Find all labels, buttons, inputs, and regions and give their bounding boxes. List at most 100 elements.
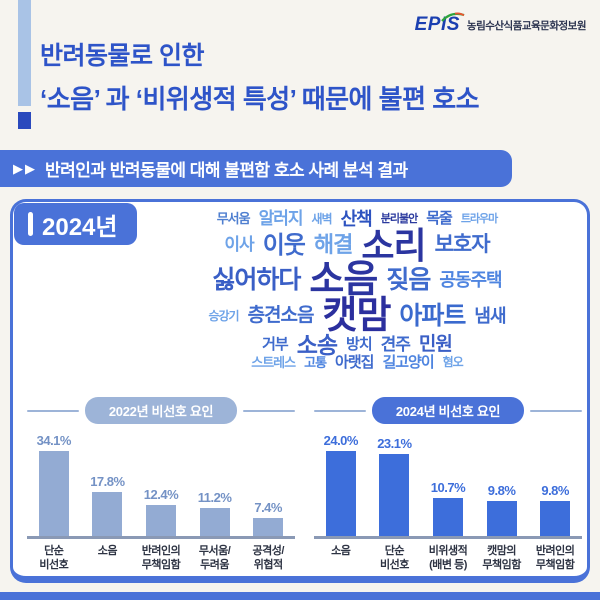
wordcloud-word: 층견소음 bbox=[247, 305, 315, 327]
category-label: 소음 bbox=[97, 545, 118, 557]
chart-2024-title-pill: 2024년 비선호 요인 bbox=[371, 397, 525, 424]
chart-2022-title: 2022년 비선호 요인 bbox=[108, 404, 214, 419]
bar-value-label: 9.8% bbox=[541, 483, 569, 498]
bar bbox=[540, 501, 571, 536]
category-label: 반려인의 무책임함 bbox=[141, 545, 181, 572]
wordcloud-word: 소리 bbox=[361, 224, 426, 266]
chart-2024-title: 2024년 비선호 요인 bbox=[395, 404, 501, 419]
bar-value-label: 9.8% bbox=[487, 483, 516, 498]
wordcloud-word: 알러지 bbox=[258, 209, 304, 229]
chart-2024-header-line-right bbox=[530, 409, 582, 412]
wordcloud-row-3: 싫어하다 소음 짖음 공동주택 bbox=[128, 261, 586, 299]
wordcloud-row-2: 이사 이웃 해결 소리 보호자 bbox=[128, 224, 586, 266]
banner-arrows-icon: ▶▶ bbox=[13, 160, 37, 176]
wordcloud-word: 승강기 bbox=[208, 308, 239, 323]
exclamation-dot-accent bbox=[18, 112, 31, 129]
bar-cell: 12.4% bbox=[134, 487, 188, 536]
chart-2022-title-pill: 2022년 비선호 요인 bbox=[84, 397, 238, 424]
bar-cell: 7.4% bbox=[241, 500, 295, 536]
wordcloud-row-4: 승강기 층견소음 캣맘 아파트 냄새 bbox=[128, 295, 586, 338]
chart-2024-bars-area: 24.0% 23.1% 10.7% 9.8% 9.8% bbox=[314, 426, 582, 539]
bar bbox=[432, 498, 463, 536]
wordcloud-word: 고통 bbox=[304, 354, 327, 370]
wordcloud-word: 공동주택 bbox=[439, 269, 502, 290]
chart-2022-header: 2022년 비선호 요인 bbox=[27, 397, 295, 424]
wordcloud-word: 아랫집 bbox=[335, 353, 374, 371]
wordcloud-word: 이웃 bbox=[262, 231, 306, 259]
bar bbox=[38, 451, 69, 536]
wordcloud-word: 이사 bbox=[224, 234, 254, 254]
bar-cell: 9.8% bbox=[475, 483, 529, 536]
epis-logo-text: EPIS bbox=[414, 12, 465, 36]
bar bbox=[486, 501, 517, 536]
epis-wordmark: EPIS bbox=[414, 14, 460, 35]
category-label: 비위생적 (배변 등) bbox=[428, 545, 468, 572]
wordcloud: 무서움 알러지 새벽 산책 분리불안 목줄 트라우마 이사 이웃 해결 소리 보호자 싫어하다 소음 짖음 공… bbox=[128, 209, 586, 371]
wordcloud-word: 캣맘 bbox=[322, 295, 391, 338]
subtitle-banner: ▶▶ 반려인과 반려동물에 대해 불편함 호소 사례 분석 결과 bbox=[0, 150, 512, 187]
wordcloud-word: 소송 bbox=[296, 332, 338, 359]
org-name: 농림수산식품교육문화정보원 bbox=[466, 19, 587, 32]
bar-cell: 24.0% bbox=[314, 433, 368, 536]
bar-value-label: 17.8% bbox=[90, 474, 125, 489]
wordcloud-word: 해결 bbox=[313, 232, 353, 258]
bottom-accent-strip bbox=[0, 592, 600, 600]
year-label: 2024년 bbox=[42, 213, 118, 241]
wordcloud-word: 거부 bbox=[262, 336, 289, 354]
chart-2022-bars-area: 34.1% 17.8% 12.4% 11.2% 7.4% bbox=[27, 426, 295, 539]
bar-cell: 9.8% bbox=[528, 483, 582, 536]
bar-cell: 34.1% bbox=[27, 433, 81, 536]
wordcloud-word: 아파트 bbox=[399, 302, 466, 331]
bar bbox=[325, 451, 356, 536]
bar-cell: 10.7% bbox=[421, 480, 475, 536]
wordcloud-word: 싫어하다 bbox=[212, 266, 301, 295]
category-label: 공격성/ 위협적 bbox=[252, 545, 284, 572]
wordcloud-word: 스트레스 bbox=[251, 354, 296, 370]
bar-value-label: 10.7% bbox=[430, 480, 466, 495]
wordcloud-row-6: 스트레스 고통 아랫집 길고양이 혐오 bbox=[128, 353, 586, 371]
wordcloud-word: 새벽 bbox=[311, 211, 333, 226]
wordcloud-word: 보호자 bbox=[434, 232, 491, 256]
epis-swoosh-icon bbox=[441, 6, 465, 28]
bar bbox=[199, 508, 230, 536]
wordcloud-word: 혐오 bbox=[442, 355, 464, 370]
bar bbox=[145, 505, 176, 536]
bar-value-label: 34.1% bbox=[36, 433, 72, 448]
page-title-line1: 반려동물로 인한 bbox=[40, 42, 204, 70]
bar-value-label: 7.4% bbox=[254, 500, 282, 515]
bar-value-label: 24.0% bbox=[323, 433, 359, 448]
bar-cell: 17.8% bbox=[81, 474, 135, 536]
year-tab-marker bbox=[28, 212, 33, 236]
wordcloud-word: 분리불안 bbox=[380, 213, 418, 226]
wordcloud-row-1: 무서움 알러지 새벽 산책 분리불안 목줄 트라우마 bbox=[128, 209, 586, 229]
category-label: 단순 비선호 bbox=[39, 545, 69, 572]
epis-logo: EPIS 농림수산식품교육문화정보원 bbox=[414, 12, 587, 36]
bar-cell: 23.1% bbox=[368, 436, 422, 536]
page-title-line2: ‘소음’ 과 ‘비위생적 특성’ 때문에 불편 호소 bbox=[40, 84, 480, 114]
banner-text: 반려인과 반려동물에 대해 불편함 호소 사례 분석 결과 bbox=[45, 161, 408, 180]
bar bbox=[253, 518, 284, 536]
category-label: 무서움/ 두려움 bbox=[198, 545, 231, 572]
wordcloud-word: 목줄 bbox=[426, 210, 453, 228]
wordcloud-word: 무서움 bbox=[216, 211, 251, 227]
chart-2022-header-line-right bbox=[243, 409, 295, 412]
category-label: 반려인의 무책임함 bbox=[535, 545, 575, 572]
wordcloud-word: 트라우마 bbox=[460, 213, 498, 226]
bar-value-label: 23.1% bbox=[377, 436, 412, 451]
wordcloud-word: 방치 bbox=[346, 336, 373, 354]
wordcloud-word: 냄새 bbox=[474, 305, 506, 326]
chart-2024-header-line-left bbox=[314, 409, 366, 412]
wordcloud-word: 민원 bbox=[418, 334, 453, 356]
category-label: 캣맘의 무책임함 bbox=[482, 545, 521, 572]
category-label: 단순 비선호 bbox=[379, 545, 409, 572]
wordcloud-word: 길고양이 bbox=[382, 353, 434, 371]
category-label: 소음 bbox=[331, 545, 351, 557]
wordcloud-word: 짖음 bbox=[386, 266, 431, 295]
chart-2022-header-line-left bbox=[27, 409, 79, 412]
chart-2022-factors: 2022년 비선호 요인 34.1% 17.8% 12.4% 11.2% 7.4% 단순… bbox=[27, 397, 295, 573]
chart-2022-category-labels: 단순 비선호 소음 반려인의 무책임함 무서움/ 두려움 공격성/ 위협적 bbox=[27, 544, 295, 573]
bar-value-label: 12.4% bbox=[143, 487, 179, 502]
page-title: 반려동물로 인한 ‘소음’ 과 ‘비위생적 특성’ 때문에 불편 호소 bbox=[40, 42, 480, 114]
chart-2024-factors: 2024년 비선호 요인 24.0% 23.1% 10.7% 9.8% 9.8% 소음 단… bbox=[314, 397, 582, 573]
wordcloud-word: 견주 bbox=[380, 335, 411, 355]
